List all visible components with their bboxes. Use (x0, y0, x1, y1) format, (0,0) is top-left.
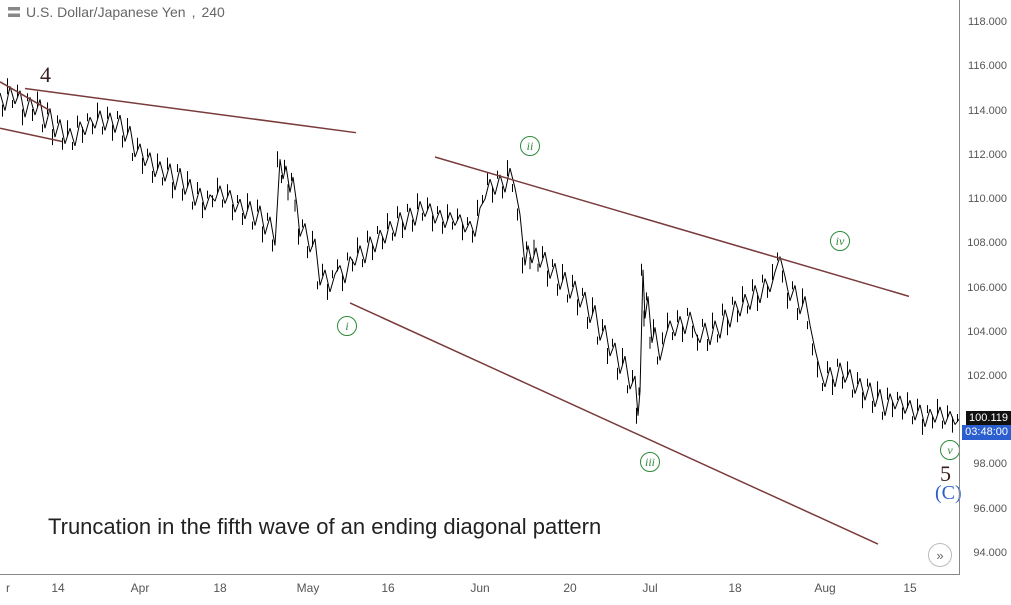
bar-countdown-tag: 03:48:00 (962, 425, 1011, 440)
x-tick-label: Apr (131, 581, 150, 595)
wave-label-i: i (337, 316, 357, 336)
x-tick-label: 15 (903, 581, 916, 595)
wave-label-iii: iii (640, 452, 660, 472)
x-tick-label: r (6, 581, 10, 595)
wave-label-C: (C) (935, 482, 962, 505)
goto-realtime-button[interactable]: » (928, 543, 952, 567)
y-tick-label: 114.000 (968, 105, 1007, 117)
x-tick-label: 14 (51, 581, 64, 595)
x-tick-label: May (297, 581, 320, 595)
x-tick-label: 16 (381, 581, 394, 595)
wave-label-v: v (940, 440, 960, 460)
chart-svg (0, 0, 960, 575)
y-tick-label: 94.000 (973, 547, 1007, 559)
price-series (0, 78, 960, 435)
y-tick-label: 104.000 (967, 326, 1007, 338)
x-tick-label: Jul (642, 581, 657, 595)
price-axis[interactable]: 118.000 116.000 114.000 112.000 110.000 108.0… (959, 0, 1011, 575)
wave-label-ii: ii (520, 136, 540, 156)
time-axis[interactable]: r 14 Apr 18 May 16 Jun 20 Jul 18 Aug 15 (0, 574, 960, 605)
y-tick-label: 112.000 (968, 149, 1007, 161)
y-tick-label: 106.000 (967, 282, 1007, 294)
x-tick-label: 18 (728, 581, 741, 595)
x-tick-label: Aug (814, 581, 835, 595)
chevron-double-right-icon: » (936, 548, 943, 563)
channel-line (435, 157, 909, 296)
channel-line (25, 88, 356, 132)
y-tick-label: 98.000 (973, 458, 1007, 470)
wave-label-4: 4 (40, 62, 51, 88)
wave-label-iv: iv (830, 231, 850, 251)
price-current-tag: 100.119 (966, 411, 1011, 426)
x-tick-label: 20 (563, 581, 576, 595)
chart-caption: Truncation in the fifth wave of an endin… (48, 514, 601, 540)
x-tick-label: Jun (470, 581, 489, 595)
y-tick-label: 108.000 (967, 237, 1007, 249)
y-tick-label: 110.000 (968, 193, 1007, 205)
chart-plot-area[interactable]: U.S. Dollar/Japanese Yen , 240 iiiiiiivv… (0, 0, 960, 575)
y-tick-label: 102.000 (967, 370, 1007, 382)
y-tick-label: 96.000 (973, 503, 1007, 515)
channel-line (350, 303, 878, 544)
y-tick-label: 116.000 (968, 60, 1007, 72)
y-tick-label: 118.000 (968, 16, 1007, 28)
x-tick-label: 18 (213, 581, 226, 595)
